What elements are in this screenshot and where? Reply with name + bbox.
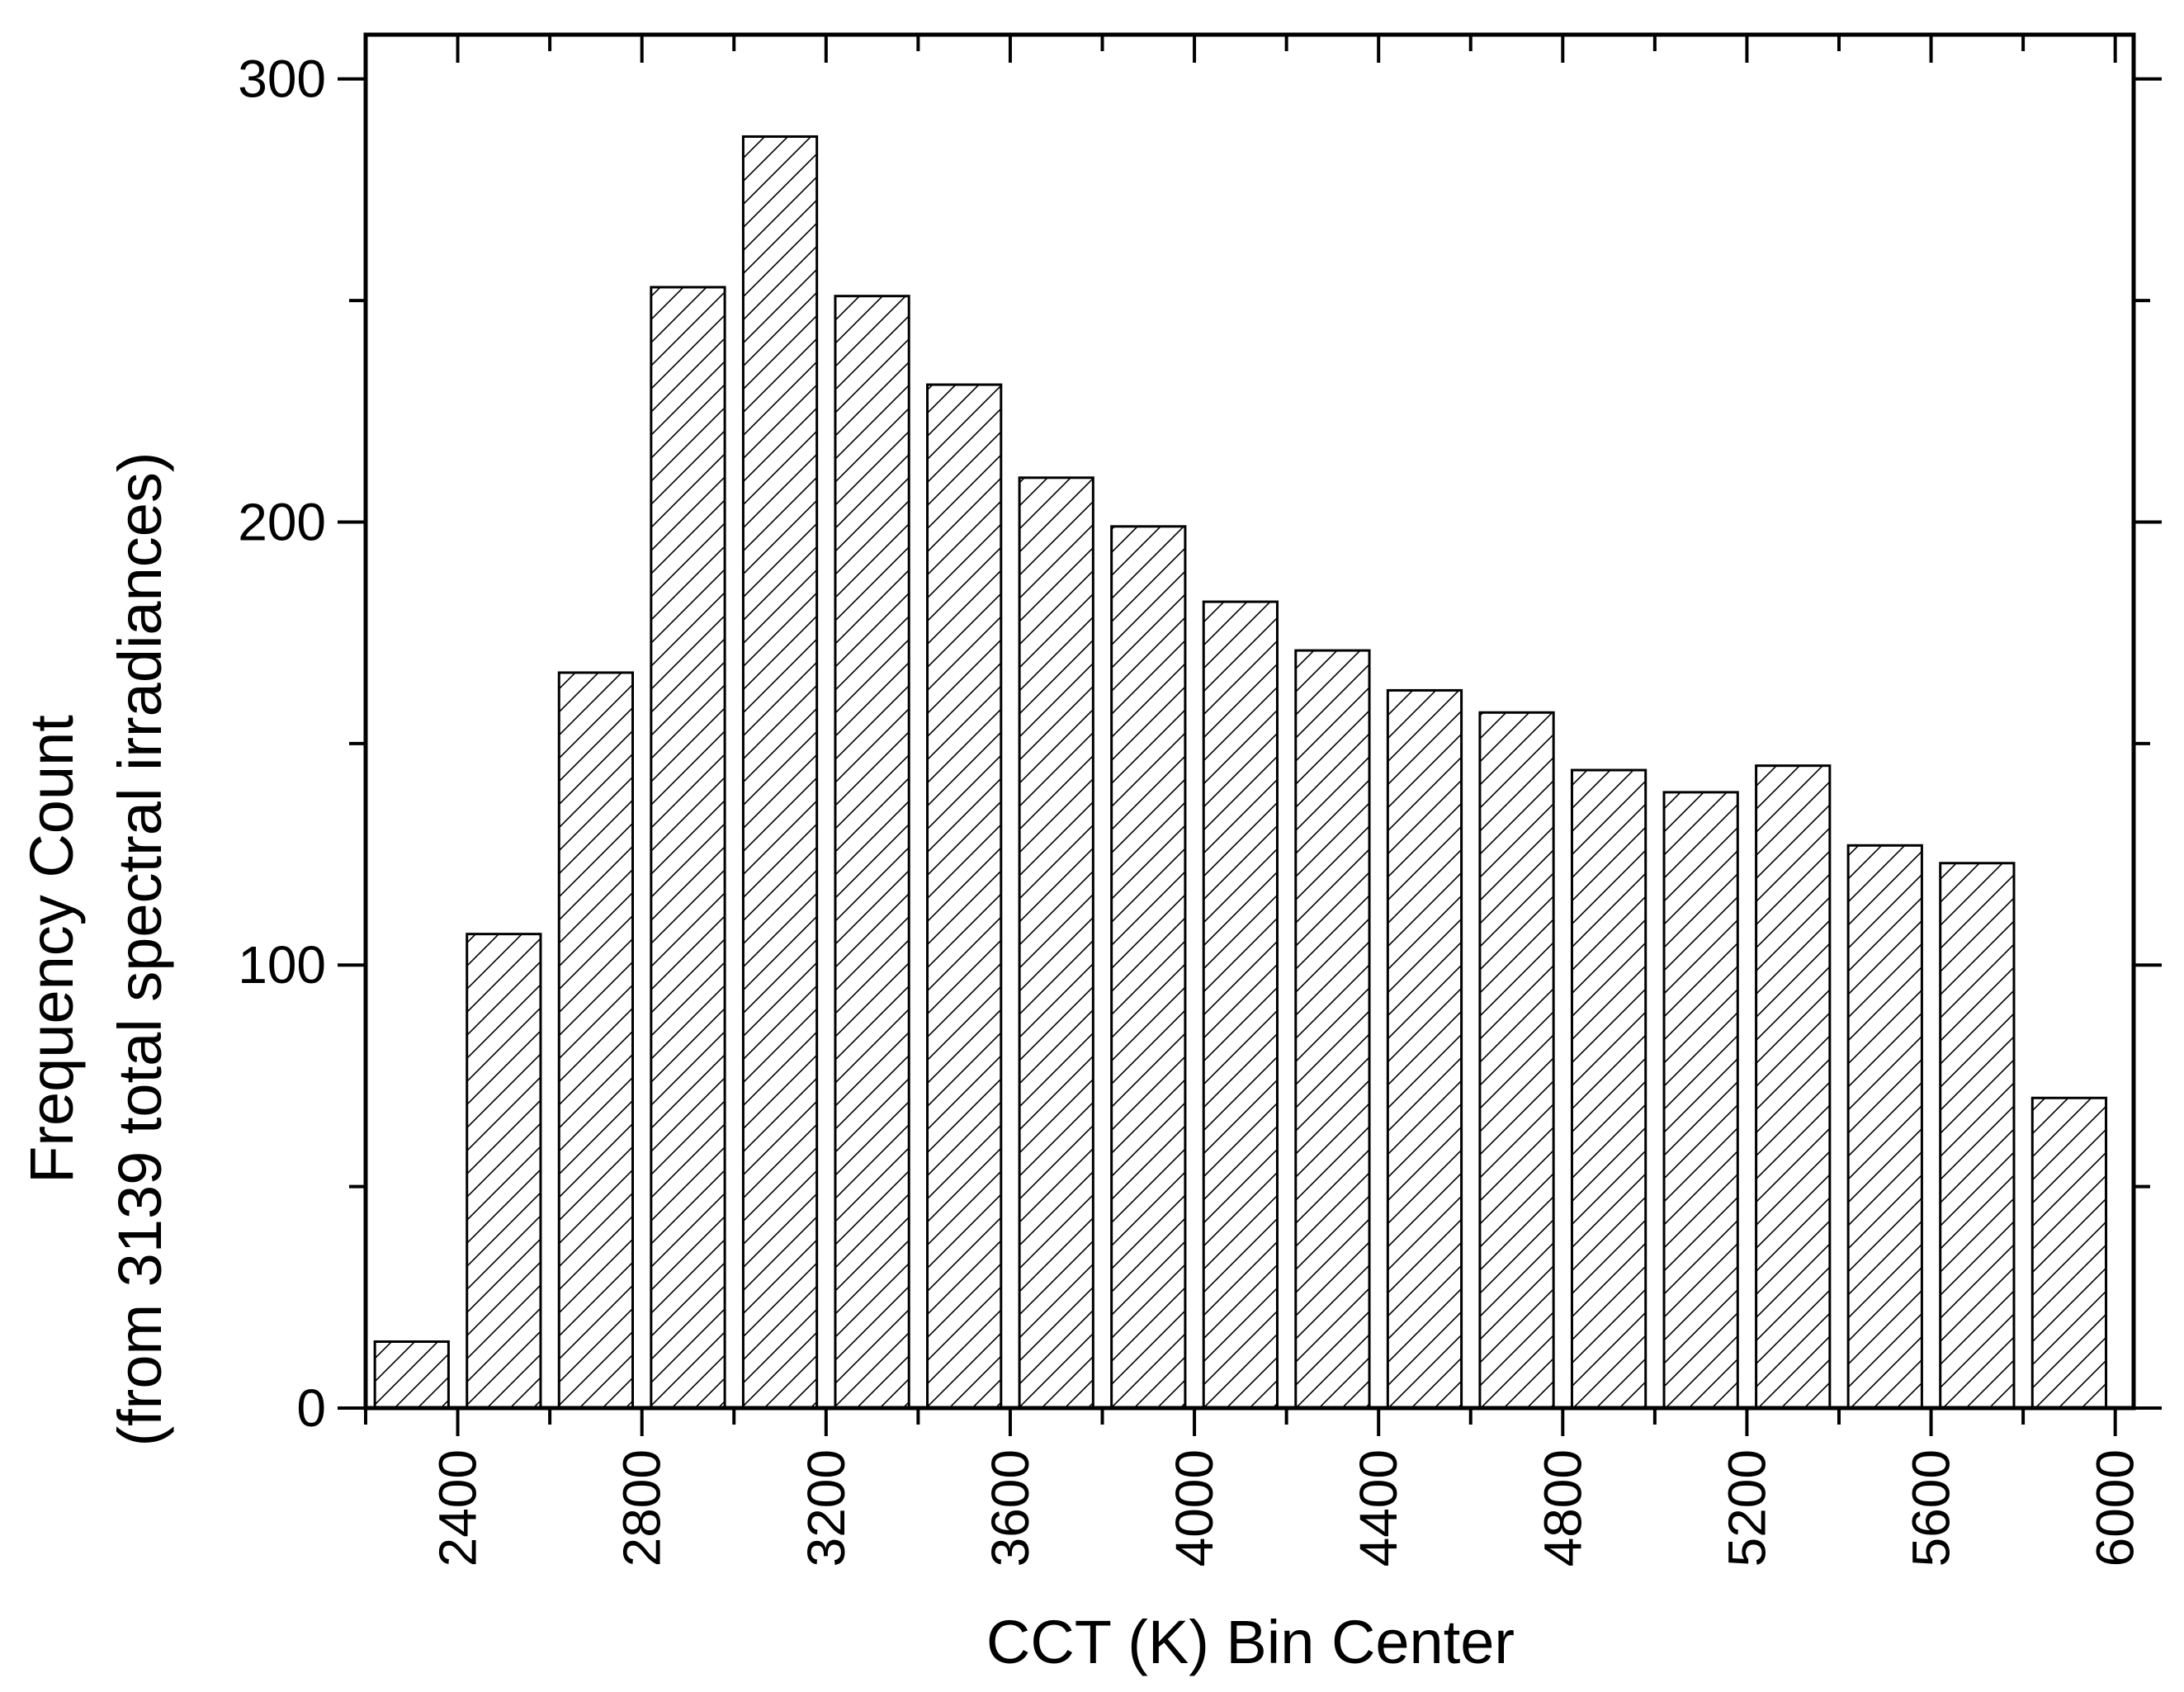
bar: [1570, 768, 1647, 1410]
x-tick-label: 4400: [1349, 1449, 1408, 1567]
bar: [557, 671, 635, 1410]
x-axis-title: CCT (K) Bin Center: [986, 1608, 1515, 1676]
bar: [2030, 1096, 2108, 1410]
y-tick-label: 300: [238, 50, 326, 109]
bar: [1018, 476, 1094, 1410]
bar: [1386, 688, 1463, 1410]
bar: [373, 1340, 450, 1410]
x-ticks-group: 2400 2800 3200 3600 4000 4400 4800 5200 5600 6000: [364, 35, 2145, 1567]
bar: [1755, 764, 1832, 1410]
bar: [1110, 525, 1187, 1410]
y-tick-label: 100: [238, 935, 326, 995]
y-axis-title-line1: Frequency Count: [17, 715, 86, 1184]
bar: [1294, 649, 1371, 1410]
y-tick-label: 0: [296, 1378, 326, 1438]
plot-frame: [363, 32, 2136, 1411]
bar: [834, 295, 910, 1410]
bar: [1478, 711, 1555, 1410]
bar: [741, 135, 819, 1410]
y-tick-label: 200: [238, 492, 326, 551]
bar: [1662, 791, 1739, 1410]
bar: [466, 933, 542, 1410]
x-tick-label: 4000: [1165, 1449, 1224, 1567]
y-ticks-group: 0 100 200 300: [238, 50, 2162, 1438]
bar: [1846, 844, 1923, 1410]
x-tick-label: 4800: [1533, 1449, 1592, 1567]
x-tick-label: 6000: [2086, 1449, 2145, 1567]
y-axis-title-line2: (from 3139 total spectral irradiances): [106, 451, 174, 1446]
bar: [926, 383, 1003, 1410]
x-tick-label: 2400: [428, 1449, 488, 1567]
x-tick-label: 2800: [612, 1449, 672, 1567]
x-tick-label: 3200: [797, 1449, 856, 1567]
bar: [1939, 862, 2016, 1410]
x-tick-label: 3600: [981, 1449, 1040, 1567]
bar: [1202, 600, 1279, 1410]
bar: [650, 286, 726, 1410]
x-tick-label: 5600: [1902, 1449, 1961, 1567]
bars-group: [373, 135, 2108, 1410]
x-tick-label: 5200: [1717, 1449, 1776, 1567]
